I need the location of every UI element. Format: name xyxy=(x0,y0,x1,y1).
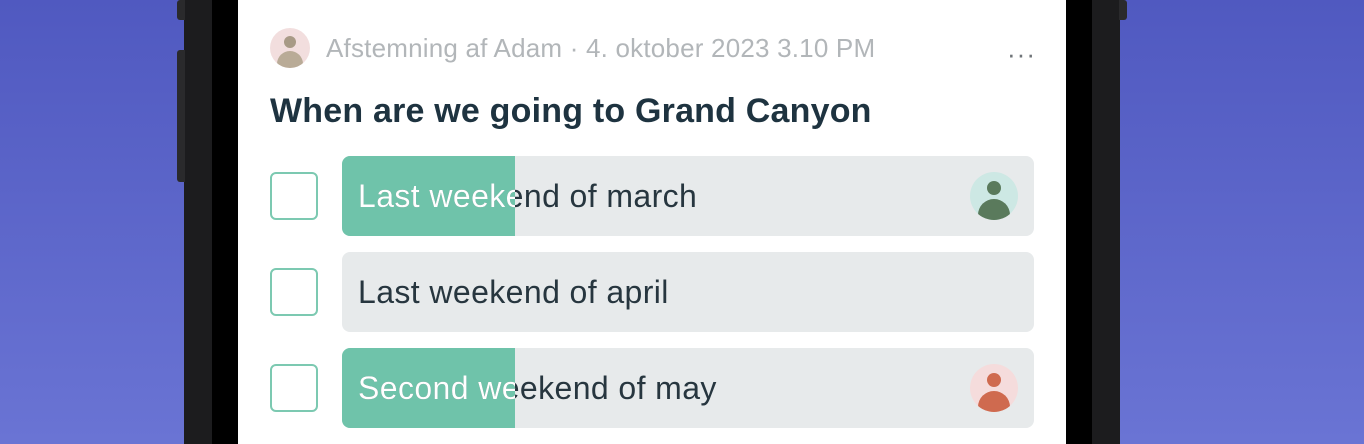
option-bar[interactable]: Second weekend of may Second weekend of … xyxy=(342,348,1034,428)
voter-avatar[interactable] xyxy=(970,364,1018,412)
voter-head-icon xyxy=(987,181,1001,195)
option-bar[interactable]: Last weekend of march Last weekend of ma… xyxy=(342,156,1034,236)
option-bar[interactable]: Last weekend of april Last weekend of ap… xyxy=(342,252,1034,332)
author-avatar[interactable] xyxy=(270,28,310,68)
phone-bezel-right xyxy=(1092,0,1120,444)
phone-bezel-left xyxy=(184,0,212,444)
phone-power-button xyxy=(1119,0,1127,20)
avatar-head-icon xyxy=(284,36,296,48)
voter-head-icon xyxy=(987,373,1001,387)
vote-progress-clip: Last weekend of march xyxy=(342,156,515,236)
option-label-highlight: Second weekend of may xyxy=(358,370,515,406)
voter-body-icon xyxy=(978,199,1010,220)
option-label: Second weekend of may xyxy=(358,370,717,406)
poll-option: Last weekend of april Last weekend of ap… xyxy=(270,252,1034,332)
vote-progress-clip: Second weekend of may xyxy=(342,348,515,428)
option-label: Last weekend of march xyxy=(358,178,698,214)
poll-title: When are we going to Grand Canyon xyxy=(270,92,872,130)
poll-author-timestamp: Afstemning af Adam · 4. oktober 2023 3.1… xyxy=(326,32,876,63)
poll-meta: Afstemning af Adam · 4. oktober 2023 3.1… xyxy=(270,28,875,68)
poll-card: Afstemning af Adam · 4. oktober 2023 3.1… xyxy=(238,0,1066,444)
phone-volume-button xyxy=(177,50,185,182)
phone-side-button xyxy=(177,0,185,20)
more-options-icon[interactable]: ··· xyxy=(1007,39,1036,69)
option-checkbox[interactable] xyxy=(270,268,318,316)
poll-option: Last weekend of march Last weekend of ma… xyxy=(270,156,1034,236)
vote-progress-fill xyxy=(342,156,515,236)
option-checkbox[interactable] xyxy=(270,172,318,220)
option-label-highlight: Last weekend of march xyxy=(358,178,515,214)
voter-body-icon xyxy=(978,391,1010,412)
option-label: Last weekend of april xyxy=(358,274,669,310)
vote-progress-fill xyxy=(342,348,515,428)
voter-avatar[interactable] xyxy=(970,172,1018,220)
option-checkbox[interactable] xyxy=(270,364,318,412)
poll-option: Second weekend of may Second weekend of … xyxy=(270,348,1034,428)
avatar-body-icon xyxy=(277,51,303,68)
